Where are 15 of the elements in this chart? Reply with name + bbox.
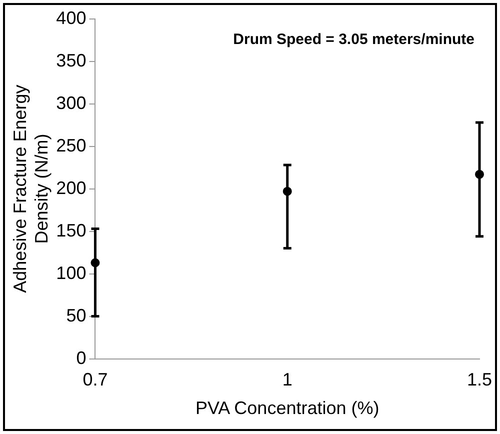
y-tick-label: 50 bbox=[66, 305, 86, 326]
annotation: Drum Speed = 3.05 meters/minute bbox=[233, 30, 474, 48]
x-axis-title: PVA Concentration (%) bbox=[195, 398, 380, 418]
y-tick-label: 400 bbox=[56, 8, 86, 28]
y-tick-label: 150 bbox=[56, 220, 86, 240]
y-tick-label: 300 bbox=[56, 92, 86, 113]
x-tick-label: 1.5 bbox=[466, 370, 492, 390]
y-tick-label: 0 bbox=[76, 348, 86, 368]
y-axis-title: Adhesive Fracture Energy Density (N/m) bbox=[10, 84, 52, 293]
y-tick-label: 200 bbox=[56, 178, 86, 198]
x-tick-label: 0.7 bbox=[82, 370, 108, 390]
y-tick-label: 100 bbox=[56, 262, 86, 283]
y-tick-label: 250 bbox=[56, 135, 86, 156]
x-tick-label: 1 bbox=[282, 370, 292, 390]
y-tick-label: 350 bbox=[56, 50, 86, 70]
